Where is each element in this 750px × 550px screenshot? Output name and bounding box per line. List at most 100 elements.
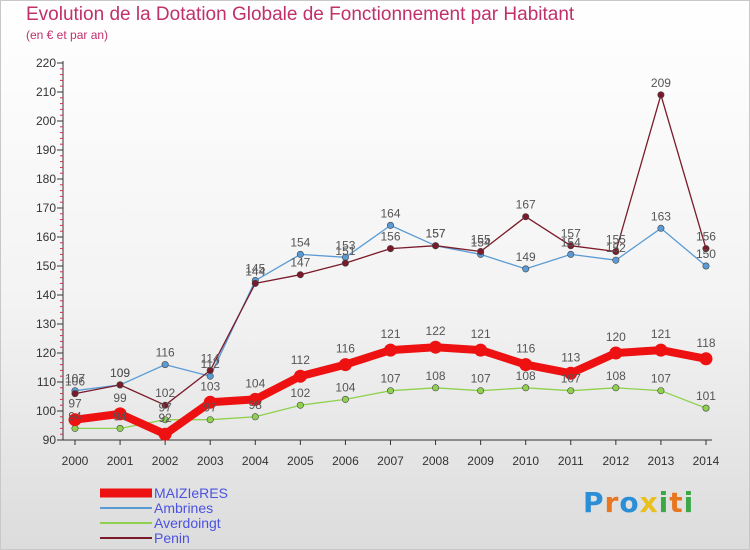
y-tick-label: 160 — [36, 230, 56, 244]
data-label-maizieres: 104 — [245, 376, 265, 390]
legend-label-averdoingt: Averdoingt — [154, 515, 221, 531]
data-point-averdoingt — [612, 384, 620, 392]
y-tick-label: 90 — [43, 433, 57, 447]
x-tick-label: 2002 — [152, 454, 179, 468]
data-label-ambrines: 153 — [335, 238, 355, 252]
series-points — [68, 91, 713, 441]
data-point-averdoingt — [386, 387, 394, 395]
data-label-ambrines: 163 — [651, 209, 671, 223]
data-point-penin — [71, 390, 79, 398]
data-label-averdoingt: 107 — [561, 372, 581, 386]
data-label-penin: 156 — [380, 230, 400, 244]
data-label-penin: 155 — [606, 233, 626, 247]
logo-letter: P — [583, 486, 605, 519]
data-label-averdoingt: 104 — [335, 380, 355, 394]
data-label-penin: 147 — [290, 256, 310, 270]
data-point-maizieres — [654, 343, 668, 357]
data-point-penin — [251, 279, 259, 287]
data-point-penin — [522, 213, 530, 221]
data-point-averdoingt — [296, 401, 304, 409]
data-label-maizieres: 113 — [561, 350, 580, 364]
data-label-penin: 106 — [65, 375, 85, 389]
data-point-averdoingt — [477, 387, 485, 395]
y-tick-label: 170 — [36, 201, 56, 215]
y-tick-label: 100 — [36, 404, 56, 418]
data-label-averdoingt: 97 — [204, 401, 218, 415]
data-point-maizieres — [383, 343, 397, 357]
data-label-ambrines: 145 — [245, 262, 265, 276]
data-point-averdoingt — [206, 416, 214, 424]
y-tick-label: 200 — [36, 114, 56, 128]
data-point-averdoingt — [432, 384, 440, 392]
data-label-penin: 209 — [651, 76, 671, 90]
data-point-maizieres — [564, 366, 578, 380]
x-tick-label: 2012 — [602, 454, 629, 468]
data-point-penin — [161, 401, 169, 409]
data-point-maizieres — [203, 395, 217, 409]
data-point-penin — [116, 381, 124, 389]
data-label-maizieres: 97 — [68, 397, 82, 411]
data-label-maizieres: 116 — [336, 342, 355, 356]
data-point-ambrines — [702, 262, 710, 270]
data-label-maizieres: 122 — [426, 324, 446, 338]
y-tick-label: 210 — [36, 85, 56, 99]
chart-subtitle: (en € et par an) — [26, 28, 109, 42]
data-point-ambrines — [161, 361, 169, 369]
data-label-ambrines: 152 — [606, 241, 626, 255]
y-tick-label: 150 — [36, 259, 56, 273]
x-tick-label: 2008 — [422, 454, 449, 468]
data-point-penin — [612, 248, 620, 256]
data-point-ambrines — [522, 265, 530, 273]
y-tick-label: 110 — [37, 375, 56, 389]
logo-letter: t — [669, 486, 684, 519]
data-point-ambrines — [567, 250, 575, 258]
data-label-ambrines: 150 — [696, 247, 716, 261]
legend-label-ambrines: Ambrines — [154, 500, 213, 516]
y-tick-label: 220 — [36, 56, 56, 70]
data-label-penin: 155 — [471, 233, 491, 247]
data-point-maizieres — [338, 358, 352, 372]
data-label-averdoingt: 98 — [249, 398, 263, 412]
logo-letter: i — [658, 486, 670, 519]
data-point-penin — [567, 242, 575, 250]
data-label-averdoingt: 94 — [68, 409, 82, 423]
data-label-ambrines: 154 — [290, 235, 310, 249]
data-label-ambrines: 109 — [110, 366, 130, 380]
legend-label-maizieres: MAIZIeRES — [154, 485, 228, 501]
y-tick-label: 140 — [36, 288, 56, 302]
data-label-penin: 157 — [561, 227, 581, 241]
data-label-averdoingt: 107 — [471, 372, 491, 386]
data-label-maizieres: 103 — [200, 379, 220, 393]
data-label-penin: 151 — [335, 244, 355, 258]
data-point-penin — [206, 366, 214, 374]
y-tick-label: 190 — [36, 143, 56, 157]
data-label-averdoingt: 108 — [516, 369, 536, 383]
data-point-averdoingt — [567, 387, 575, 395]
data-point-maizieres — [699, 352, 713, 366]
logo-letter: o — [619, 486, 640, 519]
data-point-maizieres — [474, 343, 488, 357]
data-label-averdoingt: 108 — [426, 369, 446, 383]
data-point-penin — [386, 245, 394, 253]
data-label-ambrines: 116 — [156, 346, 175, 360]
data-label-maizieres: 116 — [516, 342, 535, 356]
legend-label-penin: Penin — [154, 530, 190, 546]
data-label-maizieres: 99 — [113, 391, 127, 405]
data-label-averdoingt: 102 — [290, 386, 310, 400]
x-tick-label: 2005 — [287, 454, 314, 468]
data-point-penin — [477, 248, 485, 256]
y-tick-label: 180 — [36, 172, 56, 186]
data-label-maizieres: 92 — [158, 411, 172, 425]
x-tick-label: 2009 — [467, 454, 494, 468]
logo-letter: r — [604, 486, 620, 519]
data-point-penin — [341, 259, 349, 267]
data-point-averdoingt — [657, 387, 665, 395]
data-label-ambrines: 112 — [201, 357, 220, 371]
data-label-averdoingt: 107 — [380, 372, 400, 386]
data-label-penin: 144 — [245, 264, 265, 278]
data-label-maizieres: 121 — [651, 327, 671, 341]
